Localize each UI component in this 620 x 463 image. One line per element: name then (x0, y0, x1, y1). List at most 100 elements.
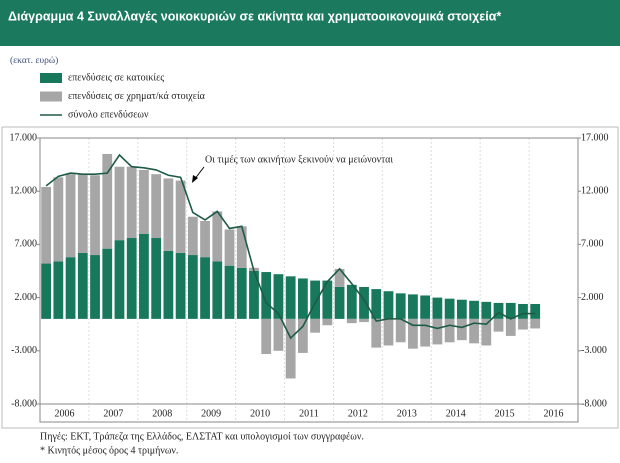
bar (420, 318, 431, 347)
plot-frame (1, 126, 619, 429)
bar (65, 174, 76, 258)
bar (469, 318, 479, 344)
bar (530, 303, 541, 319)
bar (175, 252, 186, 319)
bar (383, 318, 394, 346)
bar (224, 229, 235, 266)
bar (346, 318, 357, 324)
x-tick-label: 2013 (397, 408, 417, 419)
legend-label: σύνολο επενδύσεων (68, 109, 149, 120)
legend-label: επενδύσεις σε κατοικίες (68, 72, 164, 83)
bar (518, 318, 528, 330)
bar (530, 318, 541, 329)
x-tick-label: 2011 (299, 408, 319, 419)
bar (65, 257, 76, 319)
bar (139, 169, 149, 234)
source: Πηγές: ΕΚΤ, Τράπεζα της Ελλάδος, ΕΛΣΤΑΤ … (40, 431, 364, 442)
bar (53, 177, 64, 262)
bar (224, 265, 235, 319)
y2-tick-label: 7.000 (581, 239, 604, 250)
x-tick-label: 2007 (103, 408, 123, 419)
bar (481, 301, 492, 319)
x-tick-label: 2014 (446, 408, 466, 419)
bar (444, 298, 455, 319)
bar (212, 261, 223, 319)
bar (102, 153, 113, 249)
bar (77, 252, 88, 319)
bar (212, 211, 223, 262)
bar (53, 261, 64, 319)
legend-swatch (40, 73, 62, 83)
bar (151, 238, 162, 319)
y2-tick-label: 12.000 (581, 185, 609, 196)
bar (273, 318, 284, 351)
bar (322, 280, 333, 319)
bar (249, 271, 259, 319)
annotation: Οι τιμές των ακινήτων ξεκινούν να μειώνο… (205, 154, 393, 165)
bar (102, 248, 113, 319)
bar (200, 220, 210, 258)
bar (297, 318, 308, 353)
bar (432, 297, 443, 319)
bar (90, 175, 100, 256)
bar (359, 286, 369, 319)
unit-label: (εκατ. ευρώ) (10, 55, 58, 66)
line (45, 153, 536, 340)
bar (518, 303, 528, 319)
y-tick-label: 17.000 (10, 132, 38, 143)
bar (493, 302, 504, 319)
bar (236, 226, 247, 268)
bar (163, 178, 174, 251)
bar (236, 267, 247, 319)
bar (408, 318, 418, 349)
bar (432, 318, 443, 345)
bar (126, 166, 137, 239)
x-tick-label: 2008 (152, 408, 172, 419)
note: * Κινητός μέσος όρος 4 τριμήνων. (40, 445, 178, 456)
y2-tick-label: -3.000 (581, 345, 607, 356)
bar (359, 318, 369, 323)
bar (481, 318, 492, 346)
bar (41, 263, 52, 319)
y2-tick-label: 2.000 (581, 292, 604, 303)
bar (297, 278, 308, 319)
legend-swatch (40, 91, 62, 102)
bar (200, 257, 210, 319)
bar (285, 276, 296, 319)
bar (395, 293, 406, 319)
bar (505, 302, 516, 319)
bar (175, 180, 186, 253)
chart-title: Διάγραμμα 4 Συναλλαγές νοικοκυριών σε ακ… (8, 9, 501, 23)
bar (395, 318, 406, 343)
bar (334, 268, 345, 287)
x-tick-label: 2016 (544, 408, 564, 419)
bar (420, 295, 431, 319)
header-band (0, 0, 620, 46)
bar (310, 318, 321, 333)
bar (41, 186, 52, 264)
bar (444, 318, 455, 343)
bar (371, 289, 382, 319)
bar (139, 233, 149, 319)
bar (493, 318, 504, 332)
x-tick-label: 2015 (495, 408, 515, 419)
y-tick-label: -8.000 (11, 398, 37, 409)
bar (285, 318, 296, 379)
bar (77, 174, 88, 253)
bar (163, 250, 174, 319)
y-tick-label: 12.000 (10, 185, 38, 196)
bar (505, 318, 516, 336)
y-tick-label: 7.000 (15, 239, 38, 250)
bar (90, 255, 100, 319)
bar (187, 255, 198, 319)
bar (456, 299, 467, 319)
bar (310, 280, 321, 319)
bar (334, 286, 345, 319)
bar (456, 318, 467, 341)
bar (261, 272, 272, 319)
bar (371, 318, 382, 348)
bar (273, 274, 284, 319)
x-axis-box (39, 403, 579, 423)
bar (408, 294, 418, 319)
